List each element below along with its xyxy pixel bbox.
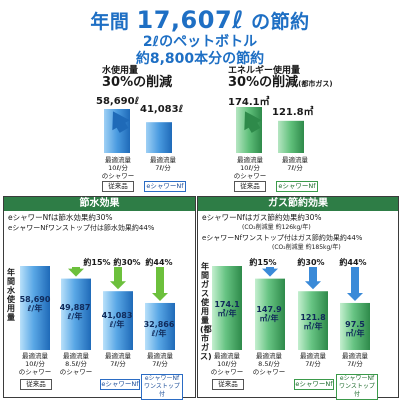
water-caption: 水使用量 30%の削減	[102, 66, 173, 90]
water-vlabel: 年間水使用量	[7, 268, 15, 322]
gas-pct-3: 約44%	[339, 258, 367, 267]
energy-caption-note: (都市ガス)	[298, 80, 333, 88]
gas-tag-conventional: 従来品	[212, 379, 244, 390]
top-tag-conventional: 従来品	[102, 181, 134, 192]
water-xlabel-1: 最適流量 10ℓ/分 のシャワー	[18, 352, 52, 376]
headline-savings: 年間 17,607ℓ の節約	[0, 6, 400, 34]
gas-note-2-sub: (CO₂削減量 約185kg/年)	[272, 244, 341, 251]
top-water-bar-2	[146, 122, 172, 153]
water-caption-title: 水使用量	[102, 66, 139, 76]
headline-number: 17,607ℓ	[136, 6, 244, 34]
top-xlabel-eshower-energy: 最適流量 7ℓ/分	[282, 156, 308, 172]
water-reduction-arrow-2	[110, 267, 126, 290]
water-pct-2: 約30%	[113, 258, 141, 267]
energy-caption: エネルギー使用量 30%の削減(都市ガス)	[228, 66, 333, 90]
gas-vlabel: 年間ガス使用量(都市ガス)	[200, 262, 212, 361]
water-xlabel-4: 最適流量 7ℓ/分	[147, 352, 173, 368]
water-panel-notes: eシャワーNfは節水効果約30% eシャワーNfワンストップ付は節水効果約44%	[8, 213, 194, 233]
gas-bar-2	[255, 278, 285, 350]
water-pct-3: 約44%	[145, 258, 173, 267]
top-tag-conventional-energy: 従来品	[234, 181, 266, 192]
water-bar-2	[61, 278, 91, 350]
energy-value-eshower: 121.8㎥	[272, 107, 314, 118]
water-bar-label-1: 58,690 ℓ/年	[19, 295, 51, 313]
water-bar-4	[145, 302, 175, 350]
headline-bottle: 2ℓのペットボトル	[142, 34, 258, 50]
gas-bar-4	[340, 302, 370, 350]
water-bar-1	[20, 266, 50, 350]
top-tag-eshower-energy: eシャワーNf	[276, 181, 318, 192]
water-xlabel-3: 最適流量 7ℓ/分	[105, 352, 131, 368]
top-energy-bars	[236, 107, 304, 153]
gas-bar-label-2: 147.9 ㎥/年	[256, 305, 282, 323]
gas-note-2: eシャワーNfワンストップ付はガス節約効果約44%	[202, 234, 363, 242]
water-panel: 節水効果	[3, 196, 196, 398]
headline-prefix: 年間	[90, 11, 130, 33]
water-bar-label-2: 49,887 ℓ/年	[59, 303, 91, 321]
gas-panel: ガス節約効果	[197, 196, 399, 398]
gas-tag-eshower: eシャワーNf	[294, 379, 334, 390]
headline-bottle-count: 約8,800本分の節約	[135, 51, 265, 67]
water-pct-1: 約15%	[83, 258, 111, 267]
gas-xlabel-1: 最適流量 10ℓ/分 のシャワー	[210, 352, 244, 376]
top-xlabel-conventional: 最適流量 10ℓ/分 のシャワー	[101, 156, 135, 180]
top-xlabel-eshower: 最適流量 7ℓ/分	[150, 156, 176, 172]
gas-bar-label-1: 174.1 ㎥/年	[214, 300, 240, 318]
water-caption-reduction: 30%の削減	[102, 75, 173, 90]
water-note-2: eシャワーNfワンストップ付は節水効果約44%	[8, 224, 155, 232]
energy-down-arrow	[244, 111, 262, 133]
water-panel-title: 節水効果	[4, 197, 195, 211]
top-tag-eshower: eシャワーNf	[144, 181, 186, 192]
water-value-eshower: 41,083ℓ	[140, 104, 184, 115]
water-tag-conventional: 従来品	[20, 379, 52, 390]
water-bar-3	[103, 291, 133, 350]
water-bar-label-4: 32,866 ℓ/年	[143, 320, 175, 338]
water-value-conventional: 58,690ℓ	[96, 96, 140, 107]
gas-xlabel-2: 最適流量 8.5ℓ/分 のシャワー	[252, 352, 286, 376]
gas-note-1-sub: (CO₂削減量 約126kg/年)	[242, 224, 311, 231]
water-tag-eshower: eシャワーNf	[100, 379, 140, 390]
headline-suffix: の節約	[251, 11, 310, 33]
water-bars	[20, 266, 175, 350]
energy-value-conventional: 174.1㎥	[228, 97, 270, 108]
water-note-1: eシャワーNfは節水効果約30%	[8, 213, 113, 222]
water-tag-eshower-onestop: eシャワーNf ワンストップ付	[141, 374, 183, 400]
gas-xlabel-3: 最適流量 7ℓ/分	[300, 352, 326, 368]
gas-panel-notes: eシャワーNfはガス節約効果約30% (CO₂削減量 約126kg/年) eシャ…	[202, 213, 396, 253]
gas-bar-label-3: 121.8 ㎥/年	[300, 313, 326, 331]
gas-reduction-arrow-1	[262, 267, 278, 277]
water-reduction-arrow-3	[152, 267, 168, 301]
energy-caption-reduction: 30%の削減	[228, 75, 299, 90]
gas-tag-eshower-onestop: eシャワーNf ワンストップ付	[336, 374, 378, 400]
gas-xlabel-4: 最適流量 7ℓ/分	[342, 352, 368, 368]
water-bar-label-3: 41,083 ℓ/年	[101, 311, 133, 329]
gas-pct-1: 約15%	[249, 258, 277, 267]
gas-bar-3	[298, 291, 328, 350]
gas-reduction-arrow-3	[347, 267, 363, 301]
water-xlabel-2: 最適流量 8.5ℓ/分 のシャワー	[59, 352, 93, 376]
top-xlabel-conventional-energy: 最適流量 10ℓ/分 のシャワー	[233, 156, 267, 180]
top-charts	[104, 107, 304, 153]
gas-pct-2: 約30%	[297, 258, 325, 267]
gas-bar-label-4: 97.5 ㎥/年	[345, 320, 365, 338]
gas-reduction-arrow-2	[305, 267, 321, 290]
top-energy-bar-2	[278, 120, 304, 153]
gas-panel-title: ガス節約効果	[198, 197, 398, 211]
gas-bars	[212, 266, 370, 350]
energy-caption-title: エネルギー使用量	[228, 66, 301, 76]
gas-note-1: eシャワーNfはガス節約効果約30%	[202, 213, 322, 222]
gas-bar-1	[212, 266, 242, 350]
water-reduction-arrow-1	[68, 267, 84, 277]
water-down-arrow	[112, 111, 130, 133]
